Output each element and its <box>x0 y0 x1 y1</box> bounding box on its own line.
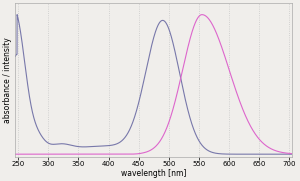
X-axis label: wavelength [nm]: wavelength [nm] <box>121 169 187 178</box>
Y-axis label: absorbance / intensity: absorbance / intensity <box>4 37 13 123</box>
